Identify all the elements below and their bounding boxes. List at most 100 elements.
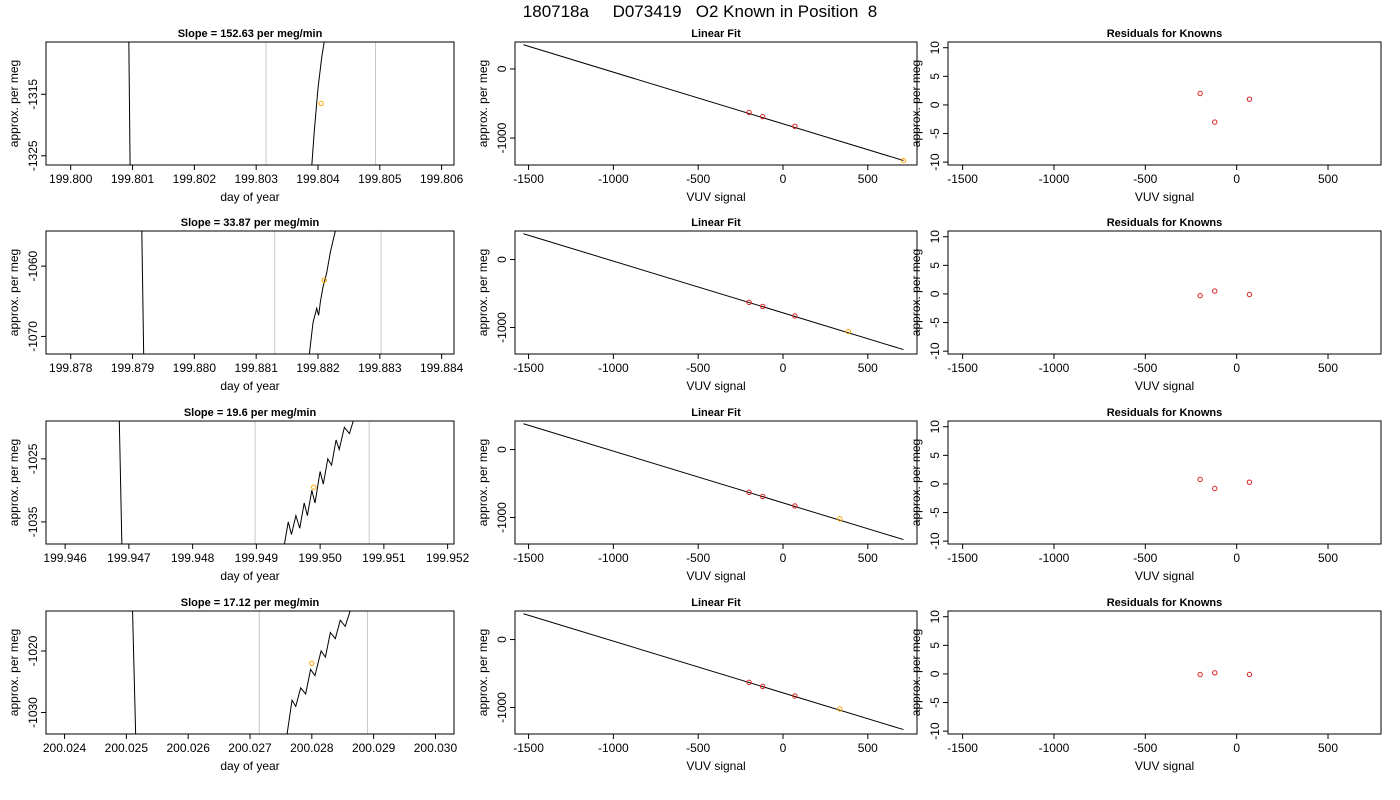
known-point	[1212, 288, 1218, 294]
x-tick-label: 199.950	[298, 551, 342, 565]
plot-area	[1197, 670, 1253, 678]
x-tick-label: 500	[1318, 741, 1338, 755]
y-tick-label: -1000	[495, 312, 509, 343]
plot-area	[1197, 288, 1253, 299]
known-point	[1246, 291, 1253, 298]
y-tick-label: 5	[928, 262, 942, 269]
plot-frame	[947, 230, 1382, 355]
y-tick-label: 0	[928, 101, 942, 108]
data-trace	[283, 421, 354, 544]
x-tick-label: -500	[1133, 172, 1157, 186]
x-tick-label: -1500	[947, 172, 978, 186]
panel-title: Residuals for Knowns	[1107, 217, 1223, 229]
panel-1-1: Slope = 152.63 per meg/min 199.800 199.801…	[7, 28, 464, 204]
plot-area	[132, 611, 368, 734]
data-trace	[118, 421, 123, 544]
x-tick-label: -1000	[1039, 551, 1070, 565]
x-tick-label: 0	[1233, 551, 1240, 565]
y-tick-label: 10	[928, 41, 942, 55]
data-trace	[132, 611, 137, 734]
y-tick-label: -1000	[495, 692, 509, 723]
x-tick-label: -1000	[1039, 172, 1070, 186]
x-tick-label: -1500	[947, 741, 978, 755]
x-tick-label: -500	[686, 741, 710, 755]
plot-area	[523, 613, 904, 731]
known-point	[792, 503, 798, 509]
y-tick-label: -1020	[26, 635, 40, 666]
y-axis-label: approx. per meg	[476, 629, 490, 716]
known-point	[746, 679, 752, 686]
x-tick-label: 200.029	[352, 741, 396, 755]
x-tick-label: 199.884	[420, 361, 464, 375]
plot-frame	[45, 420, 455, 545]
x-tick-label: 199.881	[234, 361, 278, 375]
x-tick-label: 0	[780, 172, 787, 186]
panel-2-3: Residuals for Knowns -1500 -1000 -500 0 500 VU…	[909, 217, 1382, 393]
x-axis-label: VUV signal	[686, 759, 745, 773]
y-tick-label: -1325	[26, 140, 40, 171]
y-tick-label: 5	[928, 73, 942, 80]
known-point	[1212, 119, 1218, 125]
known-point	[1212, 670, 1218, 676]
y-axis-label: approx. per meg	[476, 60, 490, 147]
known-point	[759, 303, 766, 310]
known-point	[1197, 476, 1203, 483]
fit-line	[523, 613, 904, 731]
x-tick-label: 199.879	[111, 361, 155, 375]
known-point	[1197, 671, 1203, 678]
y-axis-label: approx. per meg	[7, 439, 21, 526]
x-tick-label: 200.025	[105, 741, 149, 755]
sample-point	[309, 660, 315, 666]
fit-line	[523, 233, 904, 351]
y-tick-label: 5	[928, 452, 942, 459]
y-axis-label: approx. per meg	[476, 249, 490, 336]
panel-4-1: Slope = 17.12 per meg/min 200.024 200.025 2…	[7, 597, 457, 773]
plot-frame	[45, 230, 455, 355]
x-tick-label: -1000	[1039, 361, 1070, 375]
x-tick-label: 199.801	[111, 172, 155, 186]
panel-2-1: Slope = 33.87 per meg/min 199.878 199.879 1…	[7, 217, 464, 393]
y-tick-label: -10	[928, 532, 942, 550]
known-point	[759, 493, 766, 500]
known-point	[746, 489, 752, 496]
y-tick-label: 0	[495, 256, 509, 263]
sample-point	[900, 157, 907, 164]
x-tick-label: -1000	[598, 361, 629, 375]
x-axis-label: VUV signal	[1135, 569, 1194, 583]
x-tick-label: 199.804	[296, 172, 340, 186]
plot-area	[141, 231, 382, 354]
x-tick-label: 199.878	[49, 361, 93, 375]
plot-frame	[514, 420, 918, 545]
data-trace	[128, 42, 131, 165]
x-tick-label: -500	[1133, 361, 1157, 375]
x-tick-label: 200.028	[290, 741, 334, 755]
panel-title: Linear Fit	[691, 407, 741, 419]
panel-title: Linear Fit	[691, 28, 741, 40]
y-tick-label: 0	[928, 290, 942, 297]
x-tick-label: 500	[1318, 361, 1338, 375]
y-tick-label: -1035	[26, 506, 40, 537]
x-tick-label: 199.805	[358, 172, 402, 186]
known-point	[1246, 479, 1253, 485]
plot-frame	[947, 41, 1382, 166]
x-tick-label: -1500	[513, 741, 544, 755]
plot-frame	[45, 610, 455, 735]
known-point	[746, 299, 752, 306]
x-tick-label: 200.026	[166, 741, 210, 755]
x-tick-label: -1500	[513, 551, 544, 565]
plot-area	[523, 233, 904, 351]
y-tick-label: -5	[928, 128, 942, 139]
panel-1-3: Residuals for Knowns -1500 -1000 -500 0 500 VU…	[909, 28, 1382, 204]
known-point	[746, 109, 752, 116]
y-tick-label: 0	[495, 65, 509, 72]
x-tick-label: 199.802	[173, 172, 217, 186]
x-tick-label: -500	[1133, 741, 1157, 755]
x-tick-label: 500	[858, 741, 878, 755]
y-axis-label: approx. per meg	[909, 439, 923, 526]
x-tick-label: 199.952	[426, 551, 470, 565]
x-tick-label: 199.803	[234, 172, 278, 186]
known-point	[792, 693, 798, 699]
panel-title: Linear Fit	[691, 597, 741, 609]
y-axis-label: approx. per meg	[909, 629, 923, 716]
fit-line	[523, 44, 904, 161]
